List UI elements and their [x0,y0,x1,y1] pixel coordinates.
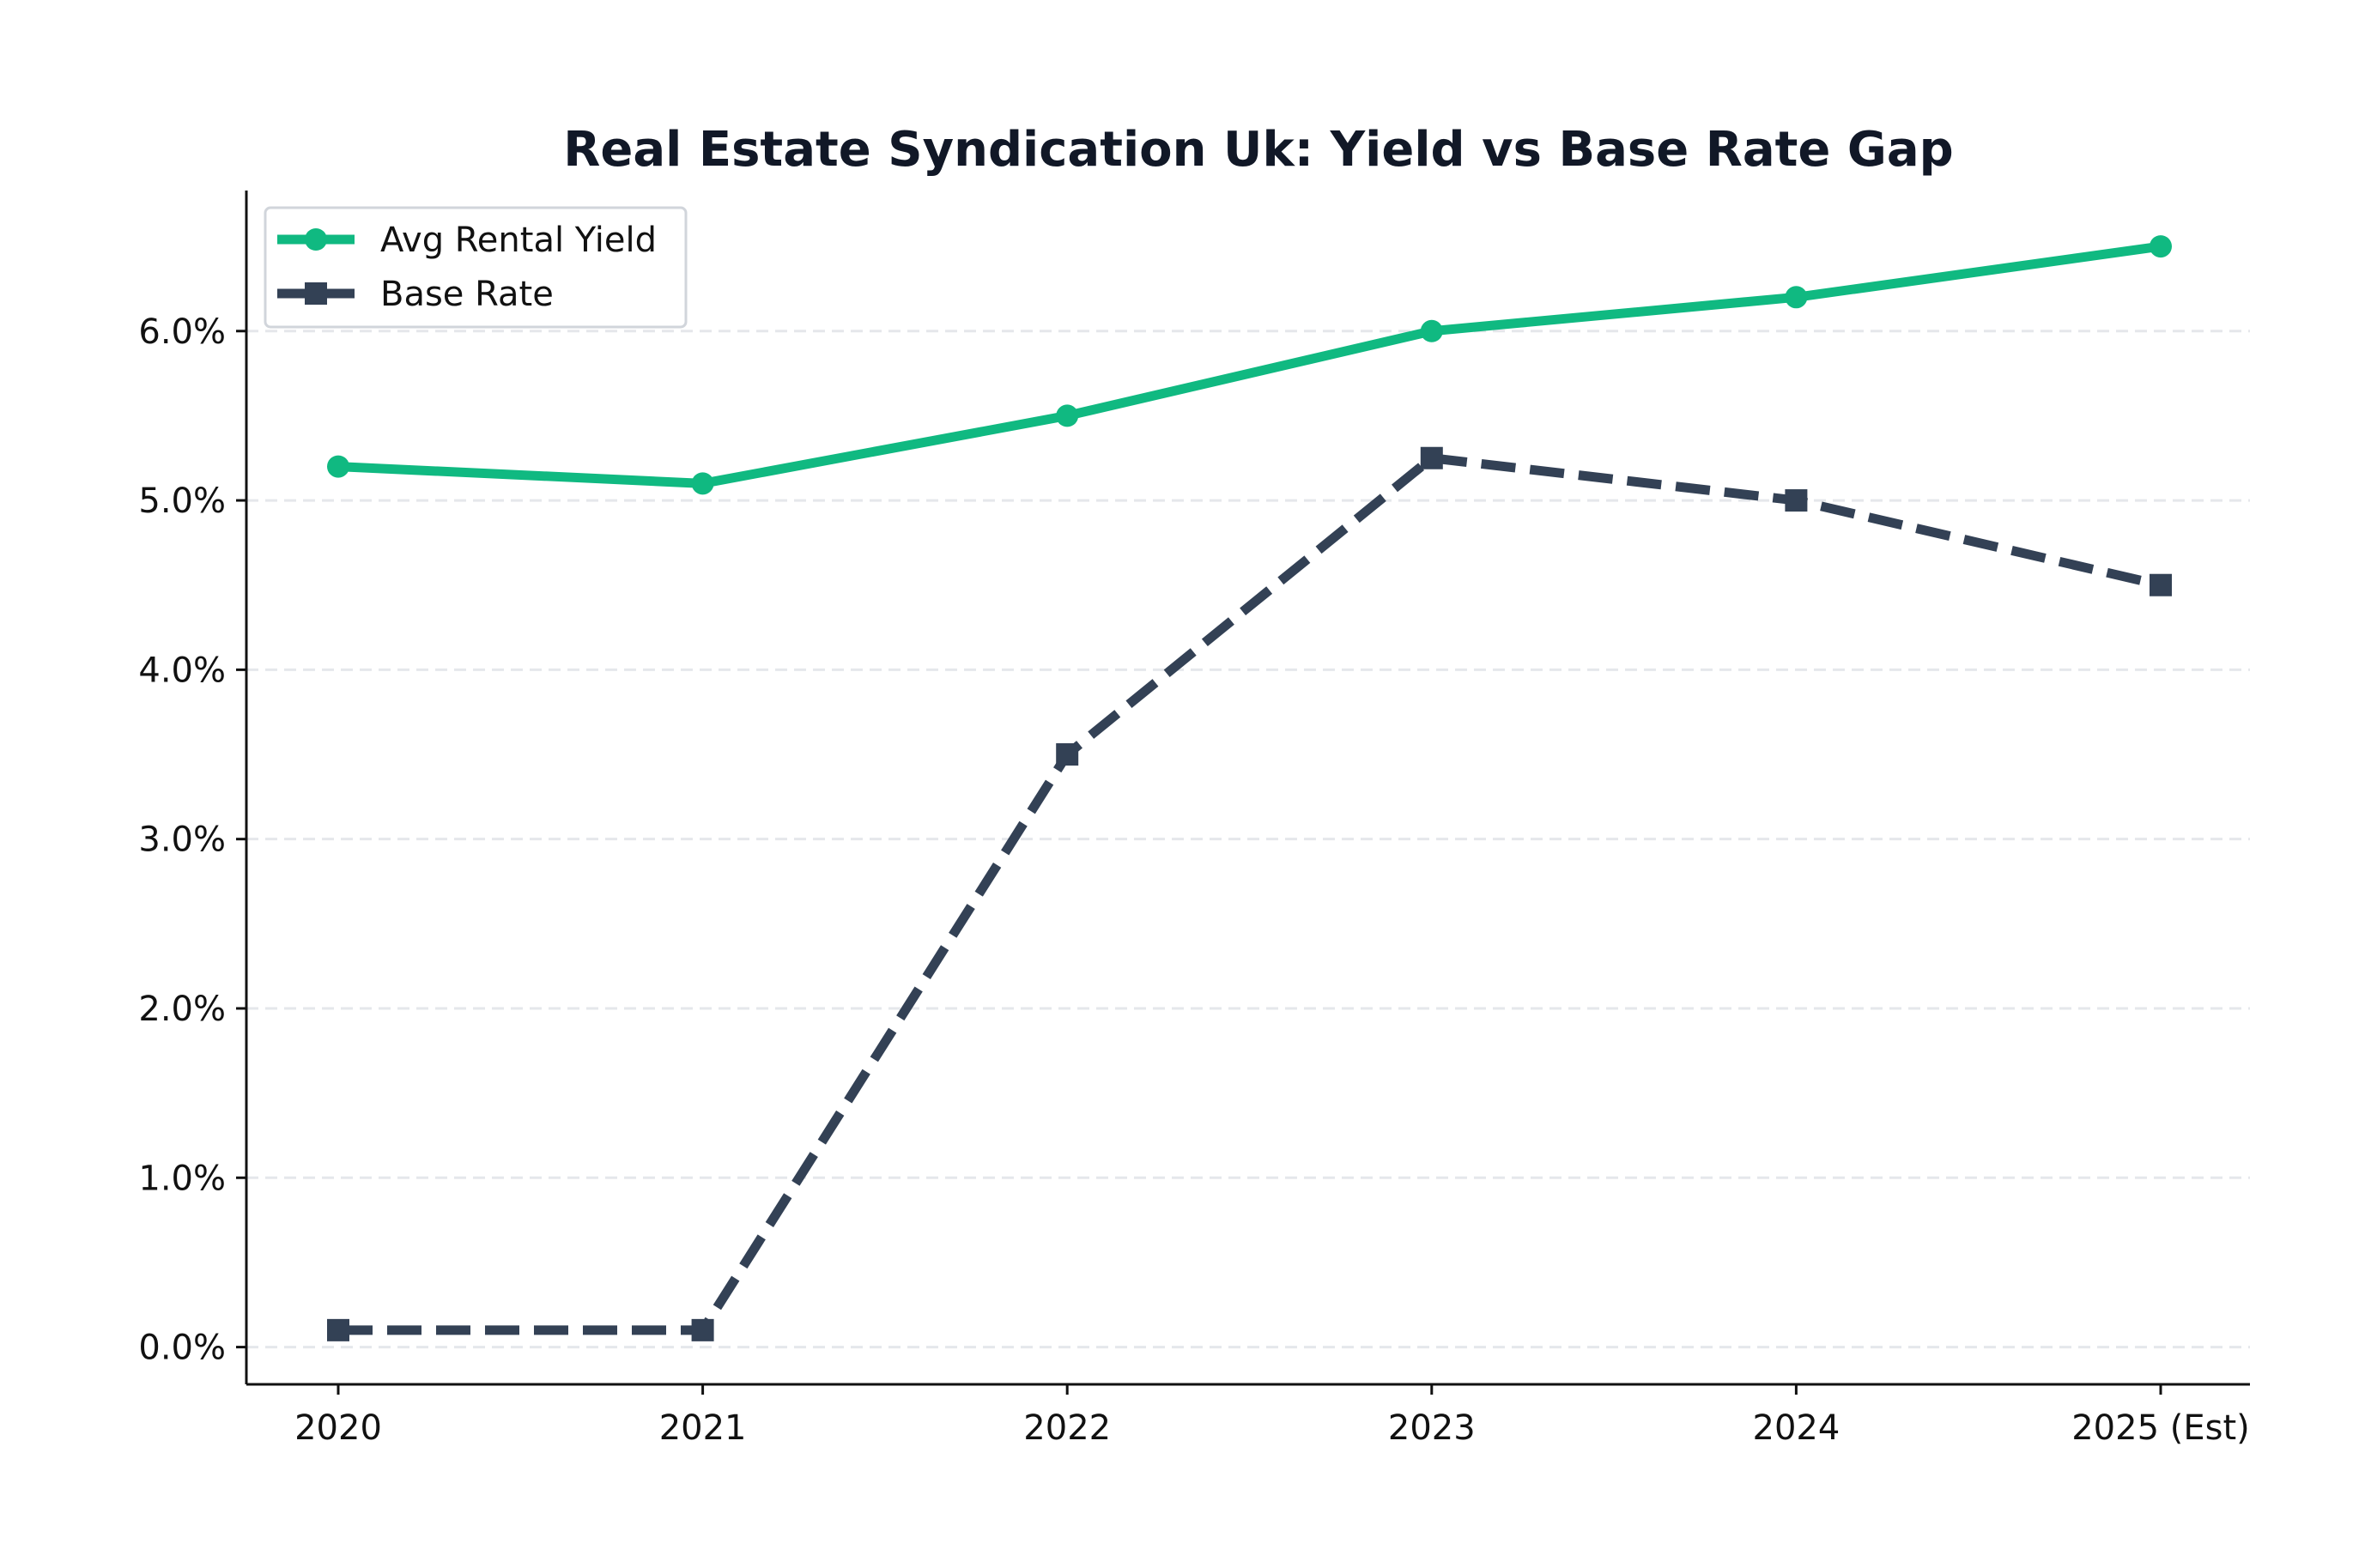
axes: 0.0% 1.0% 2.0% 3.0% 4.0% 5.0% 6.0% 2020 2021 2022… [138,191,2250,1448]
avg-rental-yield-point [1785,286,1808,309]
base-rate-point [1420,446,1443,469]
base-rate-point [691,1318,714,1341]
y-tick-label: 0.0% [138,1329,226,1368]
legend-box [264,206,688,329]
avg-rental-yield-point [1420,319,1443,342]
x-tick-label: 2021 [659,1408,747,1448]
x-tick-label: 2024 [1753,1408,1840,1448]
chart-title: Real Estate Syndication Uk: Yield vs Bas… [563,122,1953,178]
base-rate-point [1785,489,1808,512]
legend-marker-base-rate [305,282,327,305]
x-tick-label: 2025 (Est) [2071,1408,2250,1448]
avg-rental-yield-point [1056,404,1079,427]
avg-rental-yield-point [691,472,714,495]
x-tick-label: 2022 [1023,1408,1111,1448]
avg-rental-yield-line [337,241,2162,488]
legend-marker-avg-rental-yield [305,228,327,251]
base-rate-point [1056,743,1079,766]
x-tick-label: 2020 [294,1408,382,1448]
y-tick-label: 3.0% [138,820,226,860]
y-tick-label: 2.0% [138,990,226,1029]
y-tick-label: 4.0% [138,651,226,690]
series-layer [327,235,2172,1341]
base-rate-point [2150,573,2172,596]
y-tick-label: 6.0% [138,312,226,352]
grid-lines [246,330,2250,1349]
base-rate-point [327,1318,349,1341]
legend-label-base-rate: Base Rate [380,275,554,314]
y-tick-label: 1.0% [138,1159,226,1198]
legend: Avg Rental Yield Base Rate [264,206,688,329]
legend-label-avg-rental-yield: Avg Rental Yield [380,221,657,260]
avg-rental-yield-point [327,455,349,478]
base-rate-line [338,453,2162,1335]
y-tick-label: 5.0% [138,481,226,521]
avg-rental-yield-point [2150,235,2172,258]
x-tick-label: 2023 [1388,1408,1476,1448]
